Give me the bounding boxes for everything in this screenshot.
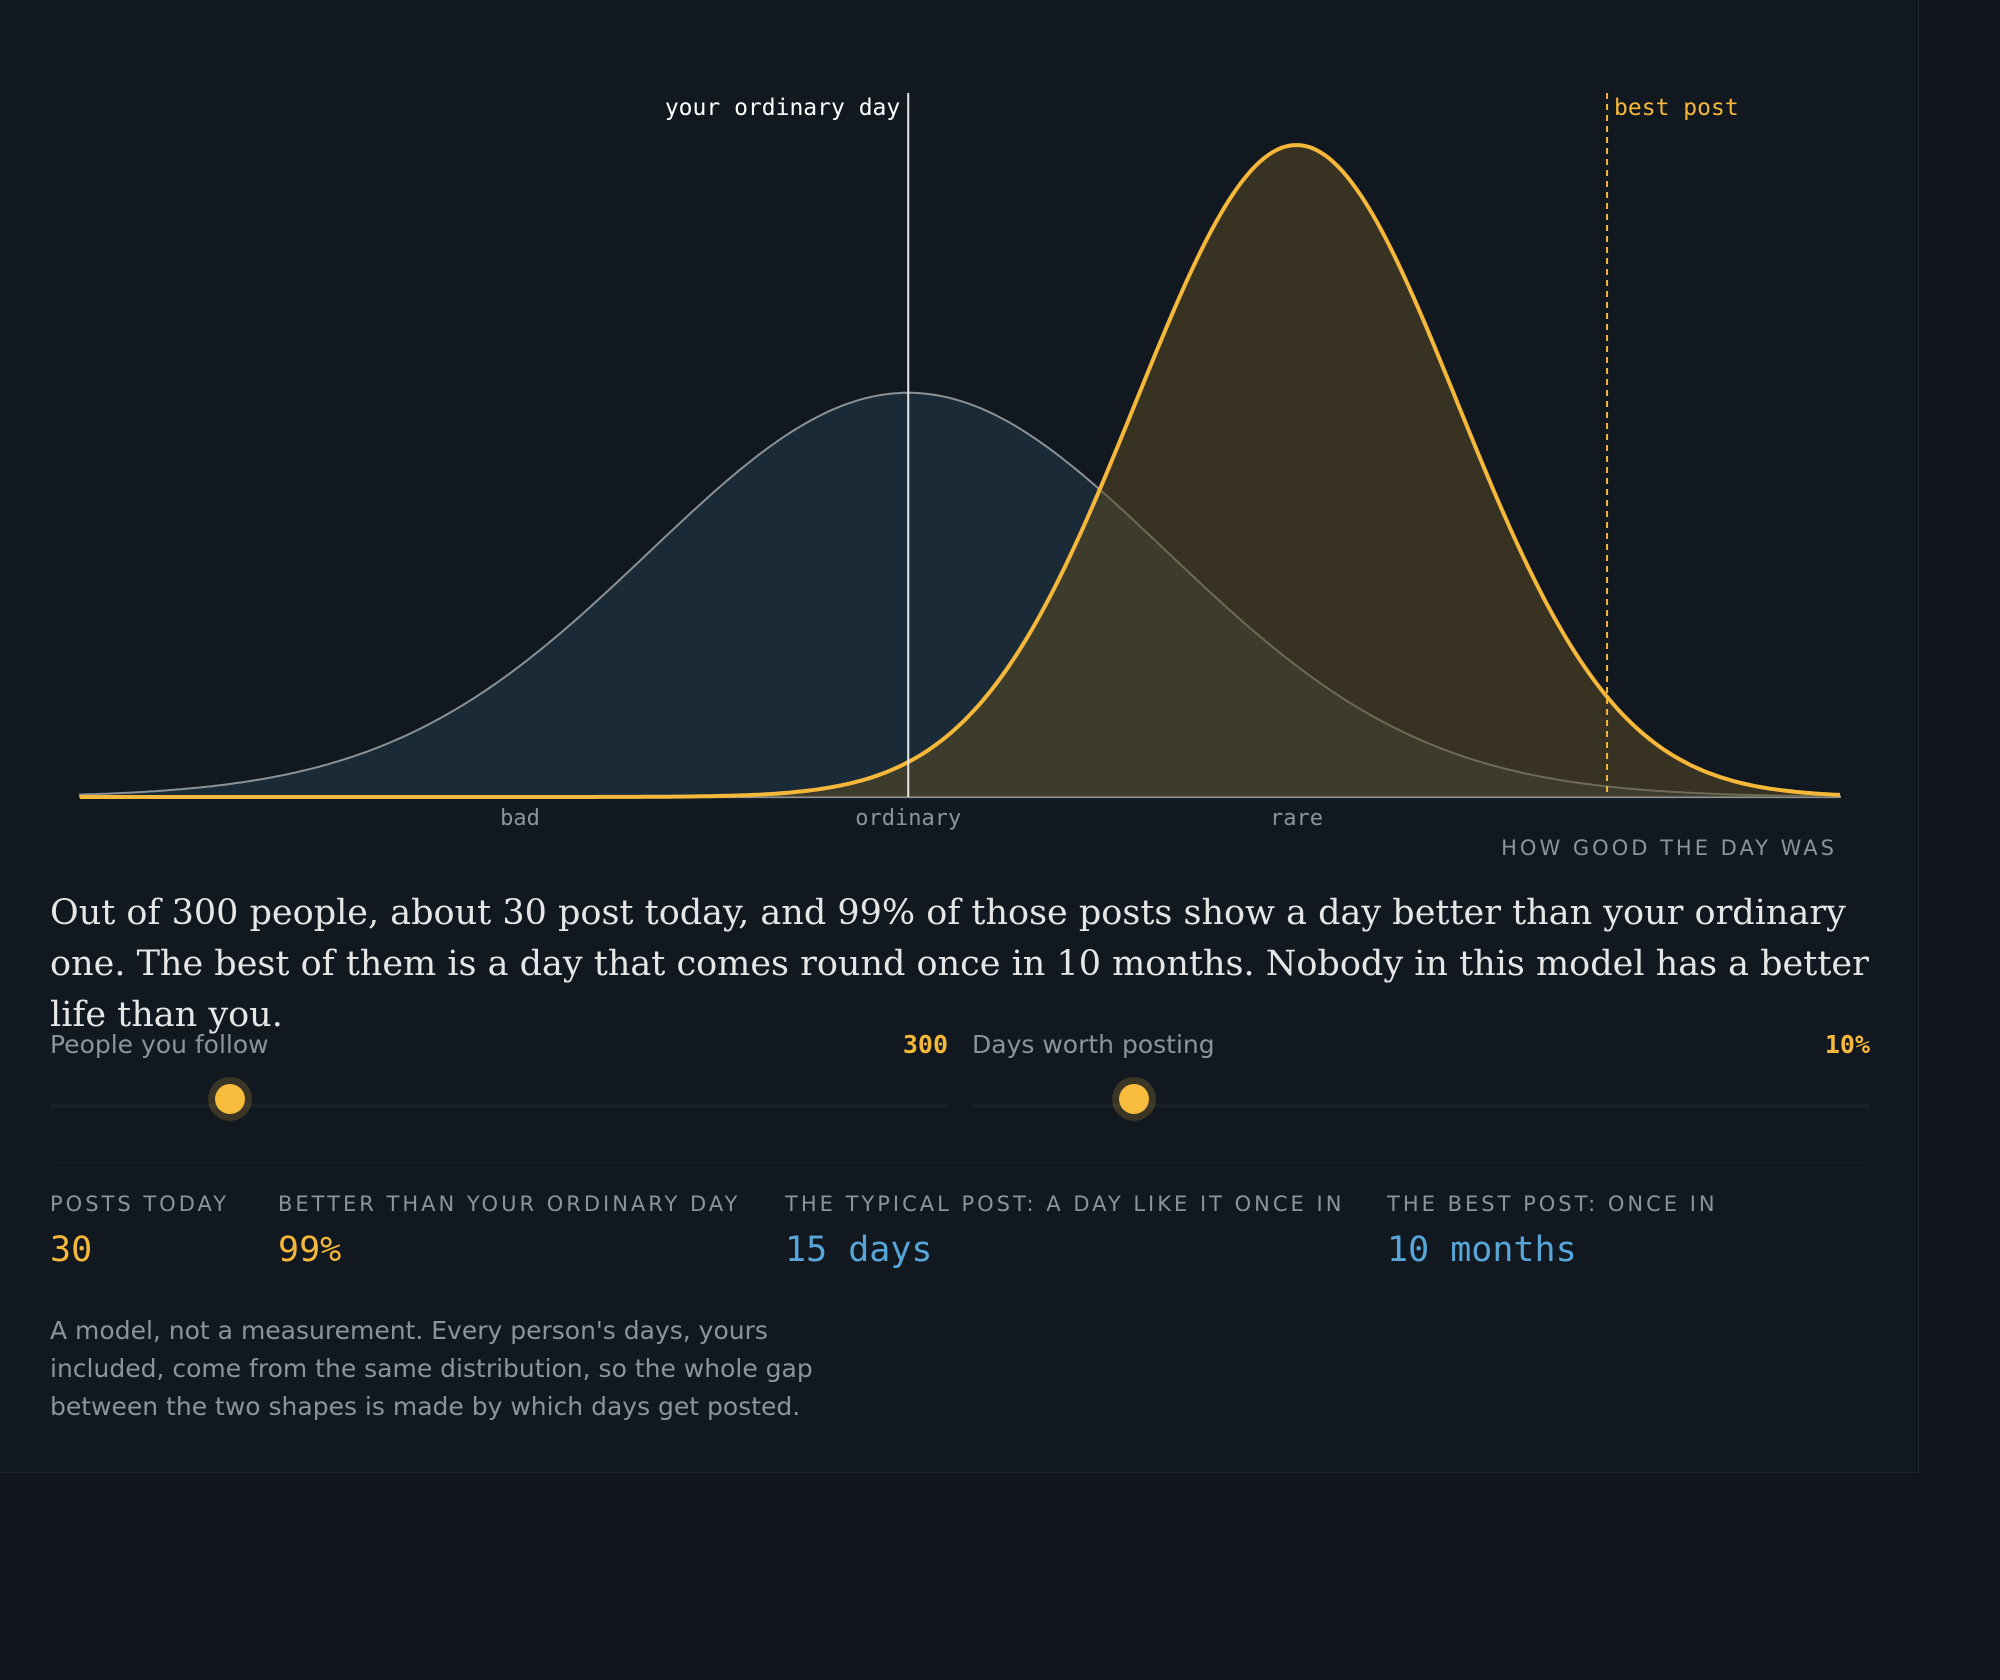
posted-days-area <box>80 145 1840 798</box>
stat-best-post: THE BEST POST: ONCE IN 10 months <box>1387 1192 1718 1270</box>
x-axis-label: HOW GOOD THE DAY WAS <box>1501 836 1837 860</box>
days-slider-label: Days worth posting <box>972 1030 1215 1059</box>
stat-value: 15 days <box>785 1230 933 1270</box>
x-tick-label: bad <box>500 806 540 831</box>
days-control: Days worth posting 10% <box>972 1030 1870 1120</box>
stat-value: 10 months <box>1387 1230 1577 1270</box>
people-control: People you follow 300 <box>50 1030 948 1120</box>
people-slider-thumb[interactable] <box>214 1084 245 1114</box>
days-slider-track[interactable] <box>972 1104 1870 1108</box>
best-post-label: best post <box>1614 95 1739 121</box>
x-tick-label: ordinary <box>855 806 961 831</box>
days-slider-thumb[interactable] <box>1118 1084 1149 1114</box>
stat-value: 30 <box>50 1230 93 1270</box>
people-slider-label: People you follow <box>50 1030 269 1059</box>
people-slider-value: 300 <box>902 1030 948 1059</box>
days-slider-value: 10% <box>1824 1030 1870 1059</box>
stat-label: POSTS TODAY <box>50 1192 230 1216</box>
ordinary-day-label: your ordinary day <box>665 95 900 121</box>
stat-label: BETTER THAN YOUR ORDINARY DAY <box>278 1192 741 1216</box>
stat-label: THE TYPICAL POST: A DAY LIKE IT ONCE IN <box>785 1192 1345 1216</box>
divider <box>50 1162 1870 1164</box>
stat-posts-today: POSTS TODAY 30 <box>50 1192 229 1270</box>
stat-label: THE BEST POST: ONCE IN <box>1387 1192 1718 1216</box>
simulation-panel: your ordinary day best post bad ordinary… <box>0 0 1919 1473</box>
summary-text: Out of 300 people, about 30 post today, … <box>50 893 1869 1035</box>
x-tick-label: rare <box>1270 806 1323 831</box>
stat-better-than-ordinary: BETTER THAN YOUR ORDINARY DAY 99% <box>278 1192 740 1270</box>
people-slider-track[interactable] <box>50 1104 948 1108</box>
stat-value: 99% <box>278 1230 342 1270</box>
posted-days-line <box>80 143 1841 799</box>
stat-typical-post: THE TYPICAL POST: A DAY LIKE IT ONCE IN … <box>785 1192 1344 1270</box>
distribution-chart: your ordinary day best post bad ordinary… <box>79 93 1841 860</box>
model-note: A model, not a measurement. Every person… <box>50 1316 813 1421</box>
